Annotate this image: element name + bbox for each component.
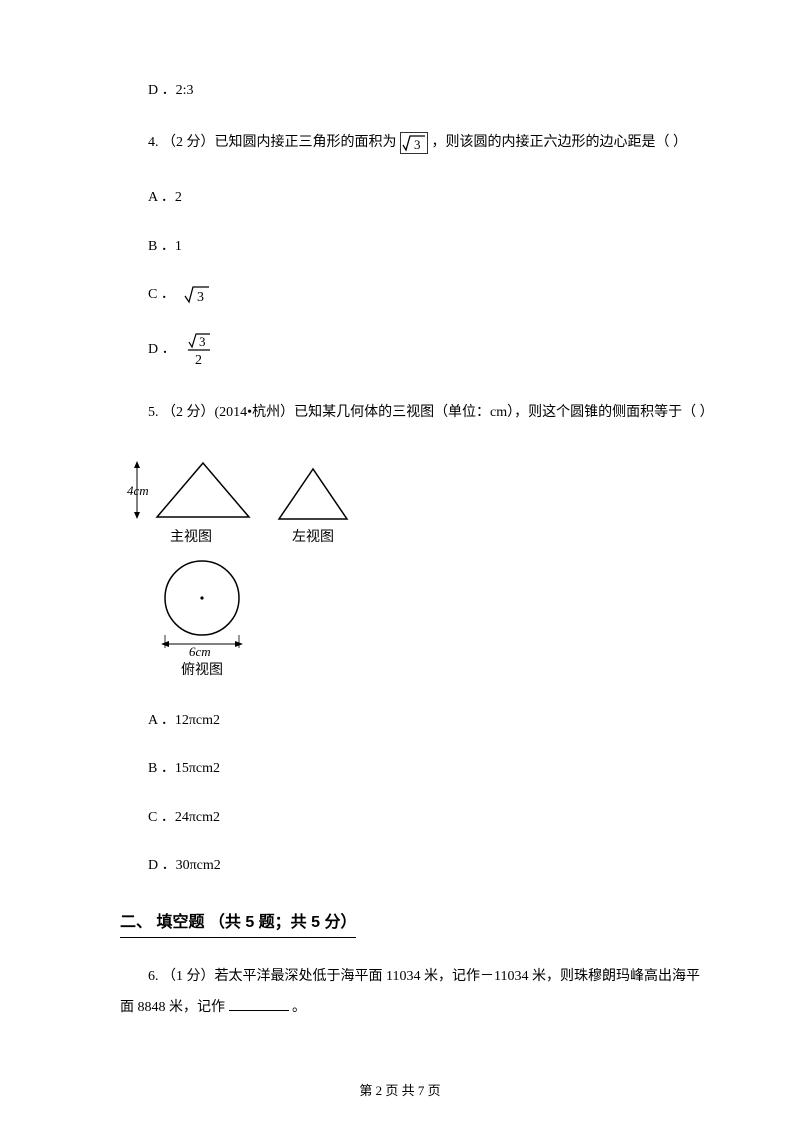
svg-text:3: 3 [199, 334, 206, 349]
front-view-svg: 4cm 4cm [127, 457, 255, 523]
svg-text:3: 3 [197, 290, 204, 305]
q5-option-c-text: C ．24πcm2 [148, 810, 220, 825]
q4-option-d: D ． 3 2 [148, 332, 710, 368]
q4-option-a-text: A ．2 [148, 190, 182, 205]
q5-option-d: D ．30πcm2 [148, 855, 710, 877]
section-2-title: 二、 填空题 （共 5 题；共 5 分） [120, 904, 710, 963]
sqrt3-c-icon: 3 [183, 285, 211, 305]
q4-stem-post: ，则该圆的内接正六边形的边心距是（ ） [432, 135, 688, 150]
q4-option-c-label: C ． [148, 284, 175, 306]
q4-stem-pre: 4. （2 分）已知圆内接正三角形的面积为 [120, 135, 400, 150]
q4-option-b-text: B ．1 [148, 239, 182, 254]
q5-diagram: 4cm 4cm 主视图 左视图 6cm 俯视图 [127, 457, 710, 682]
section-2-title-text: 二、 填空题 （共 5 题；共 5 分） [120, 910, 356, 939]
svg-text:2: 2 [195, 353, 202, 368]
svg-text:6cm: 6cm [189, 644, 211, 656]
q5-option-b: B ．15πcm2 [148, 758, 710, 780]
page-footer: 第 2 页 共 7 页 [0, 1081, 800, 1102]
front-view: 4cm 4cm 主视图 [127, 457, 255, 549]
q3-option-d: D ．2:3 [148, 80, 710, 102]
top-view-label: 俯视图 [181, 660, 223, 682]
q4-stem: 4. （2 分）已知圆内接正三角形的面积为 3 ，则该圆的内接正六边形的边心距是… [120, 128, 710, 159]
q4-option-d-label: D ． [148, 339, 176, 361]
left-view-label: 左视图 [292, 527, 334, 549]
q5-stem-text: 5. （2 分）(2014•杭州）已知某几何体的三视图（单位：cm），则这个圆锥… [148, 405, 714, 420]
q4-option-a: A ．2 [148, 187, 710, 209]
svg-text:3: 3 [414, 137, 421, 152]
top-view-svg: 6cm [149, 556, 255, 656]
left-view: 左视图 [273, 465, 353, 549]
sqrt3-icon: 3 [400, 132, 428, 154]
svg-text:4cm: 4cm [127, 483, 149, 498]
q5-option-d-text: D ．30πcm2 [148, 858, 221, 873]
left-view-svg [273, 465, 353, 523]
page-footer-text: 第 2 页 共 7 页 [359, 1083, 440, 1098]
q3-option-d-text: D ．2:3 [148, 83, 194, 98]
q6-stem-pre: 6. （1 分）若太平洋最深处低于海平面 11034 米，记作－11034 米，… [120, 969, 700, 1015]
q4-option-b: B ．1 [148, 236, 710, 258]
top-view: 6cm 俯视图 [149, 556, 255, 682]
q5-option-b-text: B ．15πcm2 [148, 761, 220, 776]
q5-option-c: C ．24πcm2 [148, 807, 710, 829]
q5-option-a: A ．12πcm2 [148, 710, 710, 732]
q5-option-a-text: A ．12πcm2 [148, 713, 220, 728]
q6-stem-post: 。 [292, 1000, 306, 1015]
front-view-label: 主视图 [170, 527, 212, 549]
q5-stem: 5. （2 分）(2014•杭州）已知某几何体的三视图（单位：cm），则这个圆锥… [120, 398, 710, 429]
sqrt3-over-2-icon: 3 2 [184, 332, 214, 368]
q4-option-c: C ． 3 [148, 284, 710, 306]
fill-blank[interactable] [229, 997, 289, 1011]
q6-stem: 6. （1 分）若太平洋最深处低于海平面 11034 米，记作－11034 米，… [120, 962, 710, 1024]
